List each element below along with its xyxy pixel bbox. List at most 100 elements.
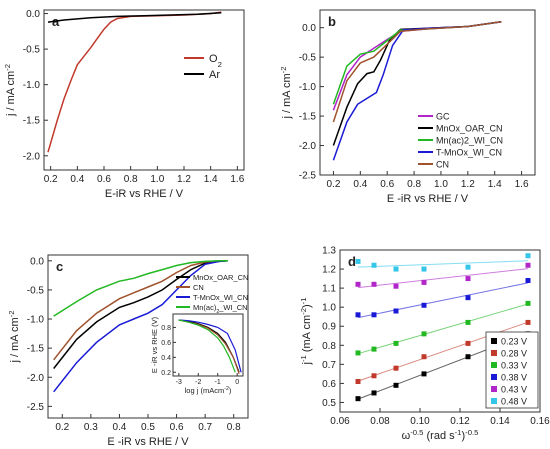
- text-span: CN: [193, 283, 204, 292]
- x-tick-label: 0.14: [490, 416, 510, 427]
- y-tick-label: -0.5: [299, 53, 317, 64]
- series-line: [53, 260, 229, 393]
- y-tick-label: 1.0: [322, 303, 336, 314]
- legend-label: 0.28 V: [501, 349, 527, 359]
- y-tick-label: -1.5: [299, 112, 317, 123]
- legend-box: [485, 331, 539, 409]
- x-tick-label: 0.5: [141, 422, 155, 433]
- x-axis-label: ω-0.5 (rad s-1)-0.5: [402, 428, 479, 443]
- data-point: [371, 281, 377, 287]
- legend-label: Ar: [209, 69, 220, 81]
- text-span: MnOx_OAR_CN: [193, 273, 248, 282]
- x-axis-label: E -iR vs RHE / V: [387, 193, 469, 205]
- legend-label: CN: [193, 283, 204, 292]
- data-point: [393, 266, 399, 272]
- inset-x-tick-label: -1: [215, 379, 221, 386]
- text-span: (mA cm: [301, 315, 313, 355]
- text-span: (rad s: [423, 430, 455, 442]
- data-point: [371, 373, 377, 379]
- y-tick-label: 0.0: [30, 256, 44, 267]
- x-tick-label: 0.08: [370, 416, 390, 427]
- inset-x-tick-label: 0: [235, 379, 239, 386]
- plot-frame: [43, 9, 245, 171]
- legend-label: MnOx_OAR_CN: [436, 124, 503, 134]
- y-axis-label: j / mA cm-2: [7, 310, 22, 363]
- text-span: Mn(ac): [193, 303, 217, 312]
- text-span: E -iR vs RHE / V: [387, 193, 469, 205]
- text-span: ): [301, 304, 313, 308]
- text-span: -0.5: [410, 428, 423, 437]
- y-tick-label: -1.0: [27, 315, 45, 326]
- y-axis-label: j / mA cm-2: [279, 66, 294, 119]
- x-tick-label: 0.2: [44, 174, 58, 185]
- data-point: [371, 346, 377, 352]
- x-tick-label: 1.4: [204, 174, 218, 185]
- legend-label: GC: [436, 112, 450, 122]
- series-line: [332, 21, 502, 123]
- series-line: [53, 260, 229, 369]
- data-point: [355, 379, 361, 385]
- y-tick-label: 1.2: [322, 265, 336, 276]
- y-tick-label: -2.0: [27, 373, 45, 384]
- legend-label: 0.23 V: [501, 337, 527, 347]
- y-tick-label: 0.8: [322, 341, 336, 352]
- data-point: [393, 283, 399, 289]
- x-tick-label: 0.12: [450, 416, 470, 427]
- text-span: -2: [3, 64, 12, 71]
- data-point: [525, 253, 531, 259]
- text-span: -1: [455, 428, 462, 437]
- x-tick-label: 1.4: [488, 179, 502, 190]
- y-tick-label: 0.7: [322, 360, 336, 371]
- data-point: [421, 279, 427, 285]
- x-tick-label: 0.16: [530, 416, 550, 427]
- data-point: [371, 312, 377, 318]
- data-point: [525, 319, 531, 325]
- inset-x-tick-label: -3: [176, 379, 182, 386]
- data-point: [421, 266, 427, 272]
- x-axis-label: E -iR vs RHE / V: [107, 436, 189, 448]
- text-span: j: [301, 362, 313, 365]
- x-tick-label: 0.7: [198, 422, 212, 433]
- legend-swatch: [491, 374, 497, 380]
- panel-label: d: [348, 254, 356, 269]
- y-tick-label: 0.0: [26, 9, 40, 20]
- x-tick-label: 1.6: [230, 174, 244, 185]
- text-span: -2: [279, 66, 288, 73]
- x-tick-label: 0.4: [353, 179, 367, 190]
- x-tick-label: 0.6: [380, 179, 394, 190]
- data-point: [393, 365, 399, 371]
- data-point: [465, 276, 471, 282]
- data-point: [421, 331, 427, 337]
- y-tick-label: -1.5: [27, 344, 45, 355]
- data-point: [421, 302, 427, 308]
- panel-label: c: [56, 259, 63, 274]
- y-tick-label: -2.5: [299, 171, 317, 182]
- inset-y-tick-label: 0.2: [161, 370, 171, 377]
- data-point: [525, 262, 531, 268]
- data-point: [371, 262, 377, 268]
- panel-d: 0.06 0.08 0.10 0.12 0.14 0.16 0.5 0.6 0.7 0.8 0.9 1…: [299, 246, 550, 443]
- data-point: [465, 354, 471, 360]
- text-span: E-iR vs RHE / V: [105, 188, 184, 200]
- text-span: -0.5: [465, 428, 478, 437]
- y-tick-label: 0.6: [322, 379, 336, 390]
- text-span: j / mA cm: [281, 73, 293, 119]
- x-tick-label: 0.3: [84, 422, 98, 433]
- series-line: [53, 260, 228, 317]
- data-point: [355, 396, 361, 402]
- legend-swatch: [491, 386, 497, 392]
- data-point: [355, 281, 361, 287]
- text-span: ): [229, 386, 232, 395]
- y-tick-label: 0.0: [302, 23, 316, 34]
- panel-c: 0.2 0.3 0.4 0.5 0.6 0.7 0.8 0.0 -0.5 -1.0 -1.5 -2.0…: [7, 254, 249, 448]
- inset-series-line: [178, 319, 236, 373]
- x-tick-label: 1.0: [150, 174, 164, 185]
- legend-label: CN: [436, 160, 449, 170]
- text-span: 2: [218, 60, 222, 69]
- inset-x-label: log j (mAcm-2): [185, 386, 232, 395]
- legend-swatch: [491, 362, 497, 368]
- legend-label: Mn(ac)2_WI_CN: [193, 303, 248, 315]
- data-point: [393, 340, 399, 346]
- text-span: -1: [299, 355, 308, 362]
